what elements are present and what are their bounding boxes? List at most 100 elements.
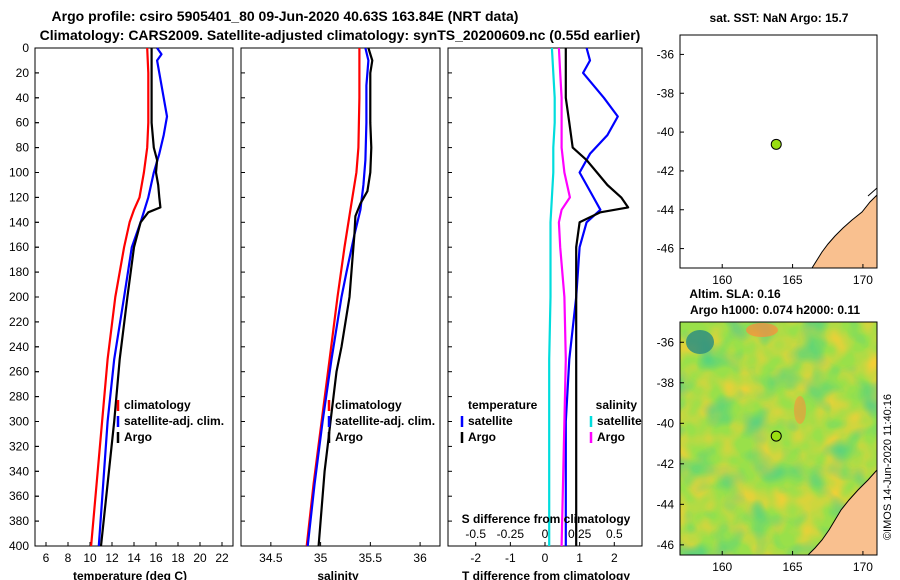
lat-tick-label: -42 bbox=[657, 164, 675, 178]
difference-legend: temperature satellite Argo salinity sate… bbox=[460, 398, 642, 444]
sst-map-title: sat. SST: NaN Argo: 15.7 bbox=[710, 11, 849, 25]
salinity-axis-label: salinity bbox=[317, 569, 359, 580]
figure-title-line-1: Argo profile: csiro 5905401_80 09-Jun-20… bbox=[52, 8, 519, 24]
s-difference-axis-label: S difference from climatology bbox=[462, 512, 631, 526]
difference-panel-frame bbox=[447, 47, 643, 547]
x-tick-label: 34.5 bbox=[259, 551, 283, 565]
depth-tick-label: 360 bbox=[9, 489, 29, 503]
legend-label-satellite-adj: satellite-adj. clim. bbox=[335, 414, 435, 428]
s-tick-label: -0.25 bbox=[497, 527, 525, 541]
series-line-argo bbox=[99, 48, 162, 547]
x-tick-label: 1 bbox=[576, 551, 583, 565]
series-line-salinity-satellite bbox=[548, 47, 556, 546]
series-line-temperature-satellite bbox=[564, 47, 619, 546]
depth-tick-label: 220 bbox=[9, 315, 29, 329]
lat-tick-label: -40 bbox=[657, 125, 675, 139]
x-tick-label: 10 bbox=[83, 551, 97, 565]
sla-map-axes: -36 -38 -40 -42 -44 -46 160 165 170 bbox=[657, 335, 874, 574]
x-tick-label: 6 bbox=[43, 551, 50, 565]
sla-map-title-2: Argo h1000: 0.074 h2000: 0.11 bbox=[690, 303, 860, 317]
depth-tick-label: 340 bbox=[9, 464, 29, 478]
depth-tick-label: 80 bbox=[16, 141, 30, 155]
series-line-argo bbox=[317, 47, 374, 547]
depth-tick-label: 180 bbox=[9, 265, 29, 279]
sst-map-frame bbox=[679, 34, 878, 269]
depth-tick-label: 200 bbox=[9, 290, 29, 304]
lat-tick-label: -44 bbox=[657, 497, 675, 511]
lat-tick-label: -36 bbox=[657, 47, 675, 61]
lat-tick-label: -46 bbox=[657, 242, 675, 256]
lat-tick-label: -42 bbox=[657, 457, 675, 471]
sst-map bbox=[680, 35, 877, 268]
legend-label-s-satellite: satellite bbox=[597, 414, 642, 428]
depth-tick-label: 320 bbox=[9, 439, 29, 453]
lon-tick-label: 165 bbox=[783, 273, 803, 287]
sla-map-frame bbox=[679, 321, 878, 556]
depth-tick-label: 60 bbox=[16, 116, 30, 130]
salinity-legend: climatology satellite-adj. clim. Argo bbox=[327, 398, 435, 444]
sla-low-anomaly bbox=[686, 330, 714, 354]
legend-label-t-satellite: satellite bbox=[468, 414, 513, 428]
sla-map-land bbox=[807, 469, 877, 555]
lon-tick-label: 165 bbox=[783, 560, 803, 574]
x-tick-label: 16 bbox=[149, 551, 163, 565]
legend-label-argo: Argo bbox=[335, 430, 363, 444]
lon-tick-label: 160 bbox=[712, 560, 732, 574]
sst-map-coastline bbox=[867, 187, 877, 197]
lon-tick-label: 160 bbox=[712, 273, 732, 287]
series-line-salinity-argo bbox=[557, 47, 572, 547]
x-tick-label: 36 bbox=[413, 551, 427, 565]
x-tick-label: 0 bbox=[542, 551, 549, 565]
depth-tick-label: 280 bbox=[9, 390, 29, 404]
temperature-panel: 6 8 10 12 14 16 18 20 22 bbox=[35, 47, 229, 565]
sst-map-axes: -36 -38 -40 -42 -44 -46 160 165 170 bbox=[657, 47, 874, 287]
x-tick-label: 35 bbox=[314, 551, 328, 565]
sst-map-land bbox=[811, 194, 877, 268]
s-tick-label: 0.25 bbox=[568, 527, 592, 541]
lat-tick-label: -38 bbox=[657, 376, 675, 390]
s-tick-label: 0.5 bbox=[606, 527, 623, 541]
argo-location-marker bbox=[770, 430, 782, 442]
temperature-legend: climatology satellite-adj. clim. Argo bbox=[116, 398, 224, 444]
s-tick-label: -0.5 bbox=[465, 527, 486, 541]
lon-tick-label: 170 bbox=[853, 560, 873, 574]
figure-title-line-2: Climatology: CARS2009. Satellite-adjuste… bbox=[40, 27, 641, 43]
legend-title-temperature: temperature bbox=[468, 398, 538, 412]
series-line-temperature-argo bbox=[564, 48, 630, 546]
depth-tick-label: 260 bbox=[9, 365, 29, 379]
x-tick-label: 20 bbox=[193, 551, 207, 565]
s-tick-label: 0 bbox=[542, 527, 549, 541]
x-tick-label: 14 bbox=[127, 551, 141, 565]
legend-title-salinity: salinity bbox=[596, 398, 638, 412]
depth-tick-label: 0 bbox=[22, 41, 29, 55]
x-tick-label: -2 bbox=[470, 551, 481, 565]
difference-panel: -2 -1 0 1 2 -0.5 -0.25 0 0.25 0.5 bbox=[448, 47, 630, 565]
argo-location-marker bbox=[770, 138, 782, 150]
lat-tick-label: -44 bbox=[657, 203, 675, 217]
sla-high-anomaly bbox=[746, 323, 778, 337]
t-difference-axis-label: T difference from climatology bbox=[462, 569, 630, 580]
x-tick-label: 8 bbox=[65, 551, 72, 565]
legend-label-s-argo: Argo bbox=[597, 430, 625, 444]
x-tick-label: 12 bbox=[105, 551, 119, 565]
depth-tick-label: 120 bbox=[9, 190, 29, 204]
sla-map bbox=[680, 322, 877, 555]
salinity-panel: 34.5 35 35.5 36 bbox=[241, 47, 427, 565]
temperature-axis-label: temperature (deg C) bbox=[73, 569, 187, 580]
series-line-satellite-adj-clim- bbox=[306, 47, 370, 547]
series-line-climatology bbox=[90, 47, 150, 547]
legend-label-argo: Argo bbox=[124, 430, 152, 444]
temperature-panel-frame bbox=[34, 47, 234, 547]
lat-tick-label: -38 bbox=[657, 86, 675, 100]
depth-tick-label: 300 bbox=[9, 415, 29, 429]
legend-label-climatology: climatology bbox=[335, 398, 402, 412]
lat-tick-label: -36 bbox=[657, 335, 675, 349]
lon-tick-label: 170 bbox=[853, 273, 873, 287]
sla-high-anomaly-2 bbox=[794, 396, 806, 424]
x-tick-label: -1 bbox=[505, 551, 516, 565]
depth-tick-label: 140 bbox=[9, 215, 29, 229]
x-tick-label: 35.5 bbox=[359, 551, 383, 565]
depth-axis: 0 20 40 60 80 100 120 140 160 180 200 220 240 260 280 3… bbox=[9, 41, 39, 553]
x-tick-label: 2 bbox=[611, 551, 618, 565]
